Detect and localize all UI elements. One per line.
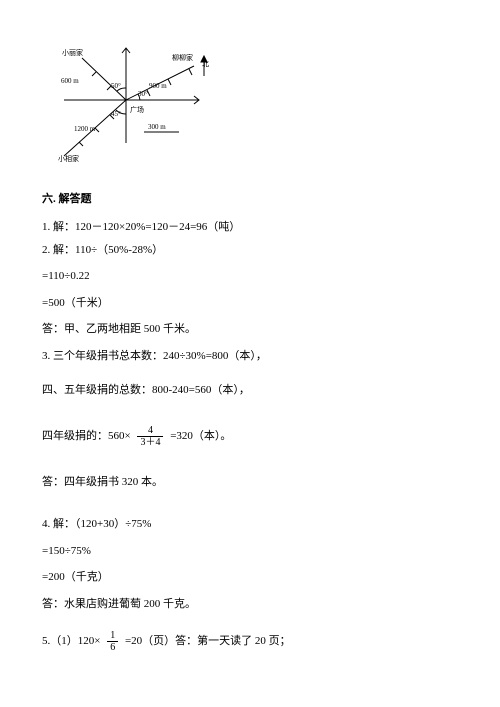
q5-pre: 5.（1）120× — [42, 635, 100, 647]
q4-line3: =200（千克） — [42, 569, 458, 586]
label-plaza: 广场 — [130, 105, 144, 114]
label-angle50: 50° — [111, 82, 121, 90]
q5-frac-den: 6 — [107, 642, 118, 653]
label-liuliu: 柳柳家 — [172, 53, 193, 62]
q2-line3: =500（千米） — [42, 295, 458, 312]
q2-answer: 答：甲、乙两地相距 500 千米。 — [42, 321, 458, 338]
q3-line3-post: =320（本）。 — [170, 430, 231, 442]
q3-frac-num: 4 — [137, 425, 163, 437]
label-900m: 900 m — [149, 82, 167, 90]
label-600m: 600 m — [61, 77, 79, 85]
q5-post: =20（页）答：第一天读了 20 页； — [125, 635, 291, 647]
q4-line1: 4. 解：（120+30）÷75% — [42, 516, 458, 533]
q1-line1: 1. 解：120－120×20%=120－24=96（吨） — [42, 219, 458, 236]
q3-fraction: 4 3＋4 — [137, 425, 163, 448]
q4-answer: 答：水果店购进葡萄 200 千克。 — [42, 596, 458, 613]
section-title: 六. 解答题 — [42, 191, 458, 208]
q3-line3: 四年级捐的：560× 4 3＋4 =320（本）。 — [42, 425, 458, 448]
label-1200m: 1200 m — [74, 125, 96, 133]
label-angle45: 45° — [111, 110, 121, 118]
q2-line1: 2. 解：110÷（50%-28%） — [42, 242, 458, 259]
q3-frac-den: 3＋4 — [137, 437, 163, 448]
label-xiaoli: 小丽家 — [62, 48, 83, 57]
label-300m: 300 m — [148, 123, 166, 131]
q3-line1: 3. 三个年级捐书总本数：240÷30%=800（本）， — [42, 348, 458, 365]
q3-line3-pre: 四年级捐的：560× — [42, 430, 131, 442]
q3-line2: 四、五年级捐的总数：800-240=560（本）， — [42, 382, 458, 399]
q3-answer: 答：四年级捐书 320 本。 — [42, 474, 458, 491]
q5-fraction: 1 6 — [107, 630, 118, 653]
compass-diagram: 小丽家 600 m 柳柳家 900 m 广场 300 m 小相家 1200 m … — [44, 38, 458, 169]
label-angle30: 30° — [138, 90, 148, 98]
label-xiaoxiang: 小相家 — [58, 154, 79, 163]
q5-frac-num: 1 — [107, 630, 118, 642]
q2-line2: =110÷0.22 — [42, 268, 458, 285]
q4-line2: =150÷75% — [42, 543, 458, 560]
q5-line1: 5.（1）120× 1 6 =20（页）答：第一天读了 20 页； — [42, 630, 458, 653]
